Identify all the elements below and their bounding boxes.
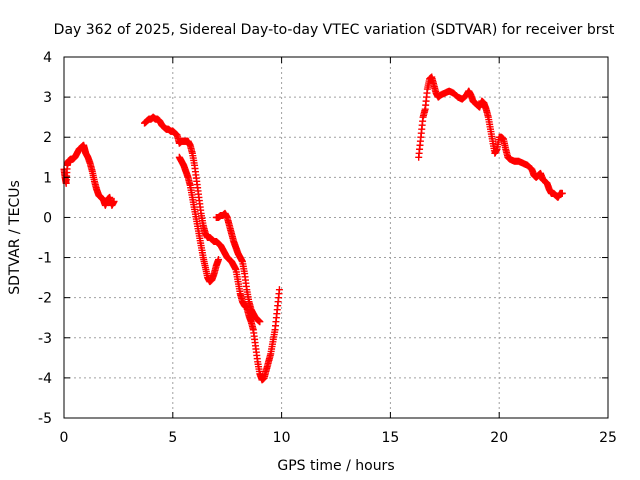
y-tick-label: 4 xyxy=(43,50,52,66)
series-segment-4 xyxy=(212,209,264,326)
grid-layer xyxy=(64,57,608,418)
data-point xyxy=(110,197,118,205)
x-tick-label: 0 xyxy=(60,430,69,446)
x-tick-label: 10 xyxy=(273,430,291,446)
y-tick-label: -2 xyxy=(38,291,52,307)
x-tick-label: 5 xyxy=(168,430,177,446)
chart-title: Day 362 of 2025, Sidereal Day-to-day VTE… xyxy=(54,22,615,38)
series-segment-5 xyxy=(415,73,566,201)
y-axis-label: SDTVAR / TECUs xyxy=(7,180,23,295)
y-tick-label: -5 xyxy=(38,411,52,427)
data-point xyxy=(214,256,222,264)
plot-frame xyxy=(63,56,609,419)
y-tick-label: -3 xyxy=(38,331,52,347)
x-axis-label: GPS time / hours xyxy=(277,458,394,474)
x-tick-label: 20 xyxy=(490,430,508,446)
series-segment-3 xyxy=(175,153,222,286)
y-tick-label: 1 xyxy=(43,170,52,186)
y-tick-label: 0 xyxy=(43,210,52,226)
series-segment-2 xyxy=(141,113,283,384)
data-point xyxy=(275,286,283,294)
x-tick-label: 25 xyxy=(599,430,617,446)
data-point xyxy=(256,318,264,326)
y-tick-label: -4 xyxy=(38,371,52,387)
y-tick-label: 2 xyxy=(43,130,52,146)
y-tick-label: -1 xyxy=(38,251,52,267)
data-point xyxy=(558,189,566,197)
points-layer xyxy=(60,73,566,384)
y-tick-label: 3 xyxy=(43,90,52,106)
x-tick-label: 15 xyxy=(381,430,399,446)
series-segment-1 xyxy=(60,141,118,209)
ticks-layer: 0 5 10 15 20 25 -5 -4 -3 -2 -1 0 1 2 3 4 xyxy=(38,50,617,446)
